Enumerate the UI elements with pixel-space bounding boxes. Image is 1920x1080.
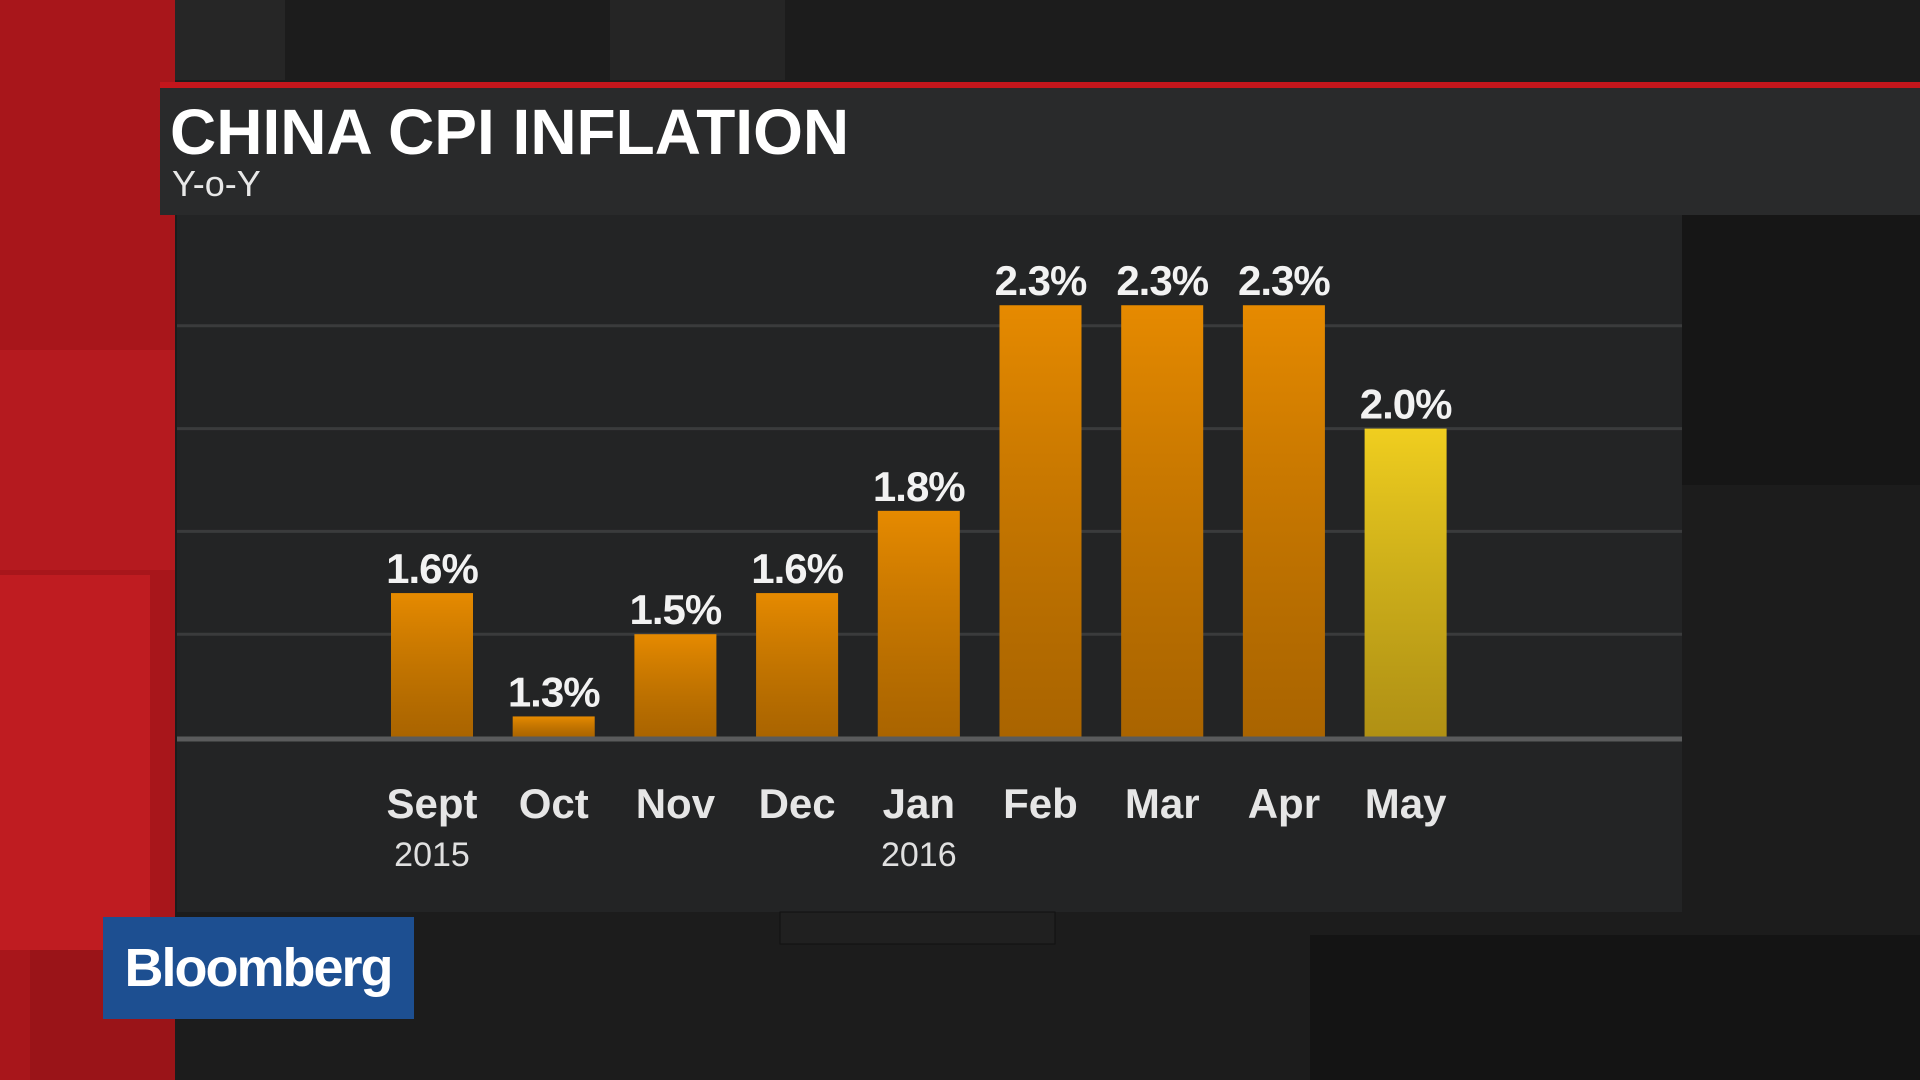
x-tick-label: Mar — [1125, 780, 1200, 827]
value-label: 2.3% — [1116, 257, 1208, 304]
value-label: 2.3% — [995, 257, 1087, 304]
x-tick-label: Nov — [636, 780, 716, 827]
bar-shade — [512, 716, 595, 737]
title-band — [160, 82, 1920, 215]
bar-shade — [634, 634, 717, 737]
x-tick-label: Dec — [759, 780, 836, 827]
brand-logo — [103, 917, 414, 1019]
bar-shade — [1242, 305, 1325, 737]
x-tick-label: Apr — [1248, 780, 1320, 827]
bar-shade — [999, 305, 1082, 737]
bg-tile — [610, 0, 785, 80]
bar-shade — [1121, 305, 1204, 737]
x-tick-label: Sept — [386, 780, 477, 827]
value-label: 2.0% — [1360, 381, 1452, 428]
chart-title: CHINA CPI INFLATION — [170, 96, 849, 168]
bg-tile — [175, 0, 285, 80]
value-label: 1.3% — [508, 668, 600, 715]
red-panel — [0, 575, 150, 950]
bg-tile — [779, 911, 1056, 945]
x-sublabel: 2015 — [394, 836, 470, 874]
value-label: 1.5% — [630, 586, 722, 633]
red-panel — [0, 350, 175, 570]
chart-subtitle: Y-o-Y — [172, 163, 261, 204]
value-label: 1.6% — [751, 545, 843, 592]
x-tick-label: Feb — [1003, 780, 1078, 827]
bg-tile — [1682, 215, 1920, 485]
bar-shade — [756, 593, 839, 737]
brand-name: Bloomberg — [124, 938, 391, 998]
x-tick-label: Oct — [519, 780, 589, 827]
plot: 1.6% Sept 2015 1.3% Oct 1.5% Nov 1.6% Dec 1.8% Jan… — [177, 257, 1682, 874]
x-tick-label: Jan — [883, 780, 955, 827]
value-label: 1.6% — [386, 545, 478, 592]
bar-shade — [1364, 428, 1447, 737]
value-label: 2.3% — [1238, 257, 1330, 304]
title-rule — [160, 82, 1920, 88]
value-label: 1.8% — [873, 463, 965, 510]
x-tick-label: May — [1365, 780, 1447, 827]
bar-shade — [391, 593, 473, 737]
bar-shade — [877, 510, 960, 737]
x-sublabel: 2016 — [881, 836, 957, 874]
bg-tile — [1310, 935, 1920, 1080]
